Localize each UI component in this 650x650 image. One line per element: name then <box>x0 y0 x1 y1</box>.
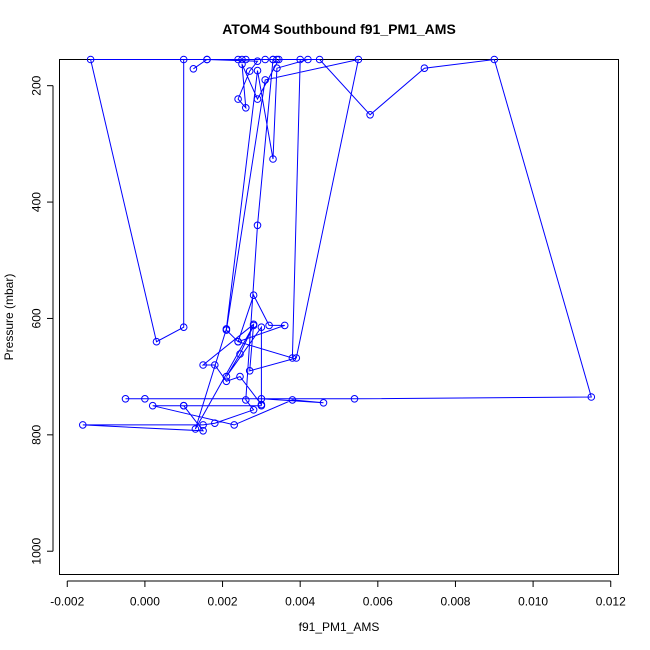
data-point <box>315 55 324 64</box>
chart-title: ATOM4 Southbound f91_PM1_AMS <box>222 21 456 37</box>
series-line <box>82 58 592 432</box>
data-point <box>238 55 246 64</box>
data-point <box>420 64 429 72</box>
data-point <box>587 393 596 401</box>
data-point <box>269 55 277 64</box>
data-point <box>222 372 231 381</box>
series-layer <box>79 55 596 435</box>
data-point <box>203 55 211 64</box>
data-point <box>490 55 499 64</box>
x-tick-label: 0.012 <box>596 595 626 609</box>
data-point <box>211 419 219 428</box>
data-point <box>261 76 270 84</box>
x-axis-label: f91_PM1_AMS <box>299 620 380 634</box>
y-tick-label: 600 <box>30 308 44 328</box>
y-tick-label: 800 <box>30 425 44 445</box>
data-point <box>366 111 374 119</box>
data-point <box>199 361 207 369</box>
data-point <box>261 55 270 64</box>
data-point <box>273 55 281 64</box>
x-tick-label: 0.002 <box>208 595 238 609</box>
data-point <box>234 95 242 103</box>
y-tick-label: 200 <box>30 75 44 95</box>
data-point <box>265 321 273 330</box>
data-point <box>253 95 262 103</box>
data-point <box>245 67 254 75</box>
data-point <box>354 55 363 64</box>
data-point <box>319 399 328 407</box>
data-point <box>249 291 258 300</box>
y-axis-label: Pressure (mbar) <box>2 274 16 361</box>
data-point <box>249 406 258 414</box>
data-point <box>275 55 283 64</box>
y-axis: 200 400 600 800 1000 <box>30 75 54 565</box>
data-point <box>86 55 95 64</box>
data-point <box>189 65 198 73</box>
data-point <box>238 60 246 68</box>
data-point <box>249 320 258 329</box>
data-point <box>152 337 161 346</box>
data-point <box>199 421 207 429</box>
y-tick-label: 400 <box>30 192 44 212</box>
x-tick-label: -0.002 <box>50 595 84 609</box>
data-point <box>257 323 266 332</box>
data-point <box>230 421 238 429</box>
x-tick-label: 0.006 <box>363 595 393 609</box>
data-point <box>273 64 281 72</box>
data-point <box>179 55 188 64</box>
data-point <box>79 421 87 429</box>
data-point <box>242 396 250 404</box>
data-point <box>234 337 242 346</box>
data-point <box>236 372 244 381</box>
data-point <box>148 401 157 410</box>
x-tick-label: 0.008 <box>440 595 470 609</box>
data-point <box>296 55 305 64</box>
data-point <box>288 354 297 362</box>
y-tick-label: 1000 <box>30 538 44 565</box>
data-point <box>253 57 262 66</box>
data-point <box>234 55 242 64</box>
data-point <box>211 361 219 369</box>
data-point <box>350 395 359 403</box>
data-point <box>280 321 289 330</box>
data-point <box>242 104 250 112</box>
data-point <box>121 395 130 403</box>
data-point <box>179 323 188 332</box>
data-point <box>253 221 262 230</box>
plot-frame <box>59 59 619 575</box>
data-point <box>179 401 188 410</box>
data-point <box>269 155 277 163</box>
data-point <box>253 66 262 75</box>
data-point <box>222 377 231 386</box>
x-tick-label: 0.010 <box>518 595 548 609</box>
x-tick-label: 0.000 <box>130 595 160 609</box>
data-point <box>245 367 254 375</box>
data-point <box>222 326 231 334</box>
data-point <box>236 350 244 358</box>
data-point <box>288 396 297 404</box>
data-point <box>199 427 207 435</box>
data-point <box>242 55 250 64</box>
x-axis: -0.002 0.000 0.002 0.004 0.006 0.008 0.010 0.01… <box>50 580 626 609</box>
data-point <box>191 425 200 433</box>
data-point <box>292 354 301 362</box>
data-point <box>141 395 149 403</box>
x-tick-label: 0.004 <box>285 595 315 609</box>
data-point <box>257 401 266 410</box>
data-point <box>304 55 312 64</box>
